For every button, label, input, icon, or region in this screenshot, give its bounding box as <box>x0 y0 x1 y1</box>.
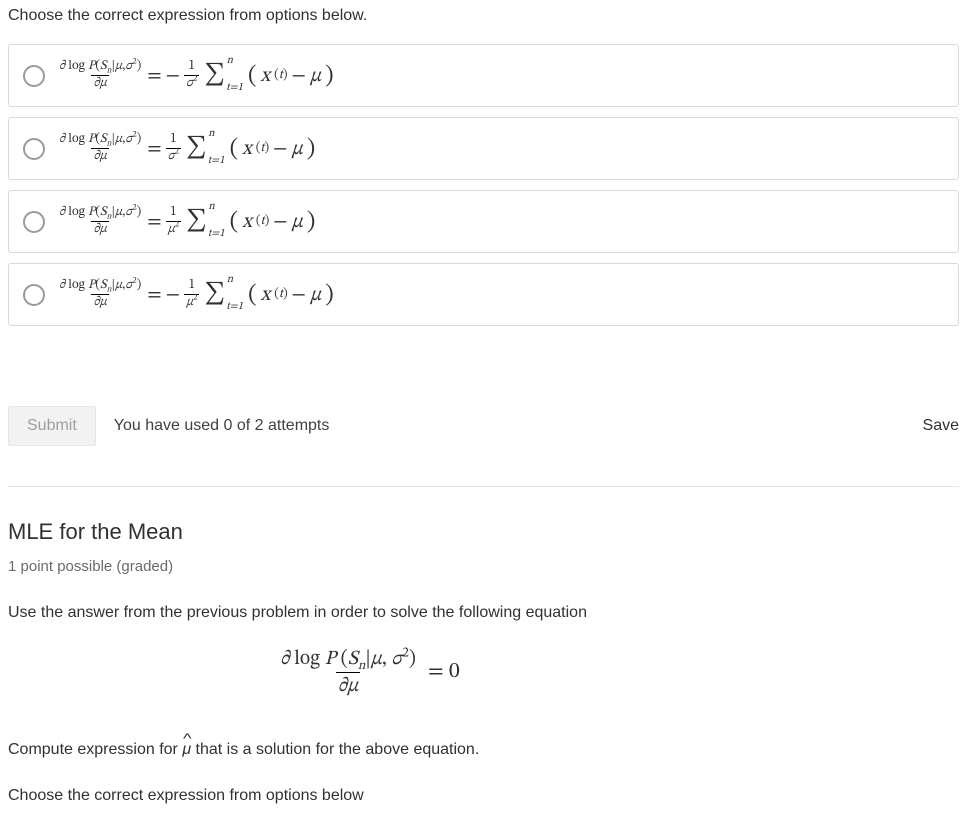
radio-icon <box>23 284 45 306</box>
section-divider <box>8 486 959 487</box>
option-1[interactable]: ∂ log P(Sn|μ,σ2) ∂μ = − 1σ2 ∑nt=1 (x(t) … <box>8 44 959 107</box>
option-3[interactable]: ∂ log P(Sn|μ,σ2) ∂μ = 1μ2 ∑nt=1 (x(t) − … <box>8 190 959 253</box>
choose-text: Choose the correct expression from optio… <box>8 784 959 808</box>
submit-button[interactable]: Submit <box>8 406 96 446</box>
radio-icon <box>23 138 45 160</box>
option-3-math: ∂ log P(Sn|μ,σ2) ∂μ = 1μ2 ∑nt=1 (x(t) − … <box>57 205 315 238</box>
controls-bar: Submit You have used 0 of 2 attempts Sav… <box>8 406 959 446</box>
compute-text: Compute expression for μ that is a solut… <box>8 738 959 762</box>
grading-text: 1 point possible (graded) <box>8 556 959 579</box>
radio-icon <box>23 211 45 233</box>
option-2-math: ∂ log P(Sn|μ,σ2) ∂μ = 1σ2 ∑nt=1 (x(t) − … <box>57 132 315 165</box>
option-1-math: ∂ log P(Sn|μ,σ2) ∂μ = − 1σ2 ∑nt=1 (x(t) … <box>57 59 334 92</box>
option-2[interactable]: ∂ log P(Sn|μ,σ2) ∂μ = 1σ2 ∑nt=1 (x(t) − … <box>8 117 959 180</box>
centered-equation: ∂ log P (Sn|μ, σ2) ∂μ = 0 <box>8 647 959 698</box>
intro-text: Use the answer from the previous problem… <box>8 601 959 625</box>
question-prompt: Choose the correct expression from optio… <box>8 4 959 28</box>
attempts-text: You have used 0 of 2 attempts <box>114 414 330 438</box>
option-4-math: ∂ log P(Sn|μ,σ2) ∂μ = − 1μ2 ∑nt=1 (x(t) … <box>57 278 334 311</box>
mu-hat: μ <box>182 738 191 762</box>
option-4[interactable]: ∂ log P(Sn|μ,σ2) ∂μ = − 1μ2 ∑nt=1 (x(t) … <box>8 263 959 326</box>
save-button[interactable]: Save <box>923 414 959 438</box>
section-heading: MLE for the Mean <box>8 515 959 548</box>
radio-icon <box>23 65 45 87</box>
